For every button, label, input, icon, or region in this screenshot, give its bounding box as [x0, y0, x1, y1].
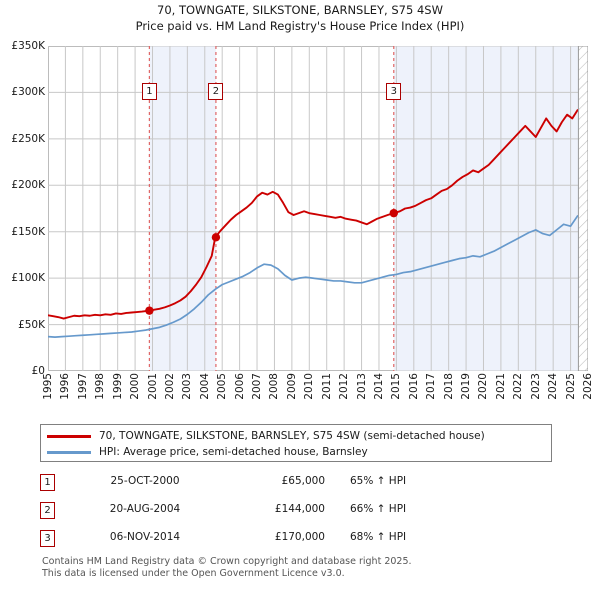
x-tick-label: 2016 [407, 373, 420, 400]
x-tick-label: 2024 [547, 373, 560, 400]
transaction-price: £65,000 [281, 475, 325, 487]
legend: 70, TOWNGATE, SILKSTONE, BARNSLEY, S75 4… [40, 424, 552, 462]
transaction-price: £170,000 [274, 531, 325, 543]
x-tick-label: 2010 [303, 373, 316, 400]
x-tick-label: 2025 [564, 373, 577, 400]
y-tick-label: £200K [11, 179, 45, 192]
x-tick-label: 2026 [582, 373, 594, 400]
transaction-date: 20-AUG-2004 [109, 503, 181, 515]
footer-line-1: Contains HM Land Registry data © Crown c… [42, 556, 412, 567]
x-tick-label: 2005 [216, 373, 229, 400]
y-tick-label: £300K [11, 86, 45, 99]
y-tick-label: £350K [11, 40, 45, 52]
legend-swatch-price-paid [47, 434, 91, 438]
transaction-hpi-delta: 66% ↑ HPI [350, 503, 407, 515]
plot-area: 1 2 3 [48, 46, 588, 371]
footer-line-2: This data is licensed under the Open Gov… [42, 567, 345, 579]
x-tick-label: 2003 [181, 373, 194, 400]
data-series [48, 109, 579, 338]
y-tick-label: £100K [11, 272, 45, 285]
legend-label-price-paid: 70, TOWNGATE, SILKSTONE, BARNSLEY, S75 4… [99, 430, 485, 442]
x-tick-label: 2019 [460, 373, 473, 400]
x-axis: 1995 1996 1997 1998 1999 2000 2001 2002 2003 2004… [42, 373, 594, 419]
x-tick-label: 1998 [94, 373, 107, 400]
x-tick-label: 2022 [512, 373, 525, 400]
y-tick-label: £0 [31, 365, 45, 377]
plot-marker-1[interactable]: 1 [141, 83, 157, 100]
status-badge: 1 [40, 474, 55, 491]
x-tick-label: 1996 [59, 373, 72, 400]
y-tick-label: £50K [18, 318, 45, 331]
x-tick-label: 2011 [320, 373, 333, 400]
x-tick-label: 2012 [338, 373, 351, 400]
legend-item-price-paid: 70, TOWNGATE, SILKSTONE, BARNSLEY, S75 4… [47, 429, 545, 443]
x-tick-label: 2023 [529, 373, 542, 400]
transaction-hpi-delta: 65% ↑ HPI [350, 475, 407, 487]
x-tick-label: 1997 [76, 373, 89, 400]
x-tick-label: 2020 [477, 373, 490, 400]
status-badge: 3 [40, 530, 55, 547]
x-tick-label: 2002 [163, 373, 176, 400]
x-tick-label: 2000 [129, 373, 142, 400]
transactions-table: 1 25-OCT-2000 £65,000 65% ↑ HPI 2 20-AUG… [40, 472, 552, 556]
status-badge: 2 [40, 502, 55, 519]
plot-canvas [48, 46, 588, 371]
legend-item-hpi: HPI: Average price, semi-detached house,… [47, 445, 545, 459]
x-tick-label: 2014 [372, 373, 385, 400]
transaction-dots [145, 208, 398, 315]
y-tick-label: £250K [11, 132, 45, 145]
x-tick-label: 2017 [425, 373, 438, 400]
x-tick-label: 2008 [268, 373, 281, 400]
y-tick-label: £150K [11, 225, 45, 238]
transaction-date: 06-NOV-2014 [109, 531, 181, 543]
x-tick-label: 2013 [355, 373, 368, 400]
table-row[interactable]: 2 20-AUG-2004 £144,000 66% ↑ HPI [40, 500, 552, 528]
x-tick-label: 2009 [285, 373, 298, 400]
plot-marker-2[interactable]: 2 [208, 83, 224, 100]
transaction-date: 25-OCT-2000 [110, 475, 180, 487]
title-line-2: Price paid vs. HM Land Registry's House … [135, 19, 465, 33]
title-line-1: 70, TOWNGATE, SILKSTONE, BARNSLEY, S75 4… [157, 3, 443, 17]
legend-swatch-hpi [47, 450, 91, 454]
table-row[interactable]: 1 25-OCT-2000 £65,000 65% ↑ HPI [40, 472, 552, 500]
attribution-footer: Contains HM Land Registry data © Crown c… [42, 556, 562, 579]
x-tick-label: 2015 [390, 373, 403, 400]
y-axis: £0 £50K £100K £150K £200K £250K £300K £350K [0, 40, 45, 377]
x-tick-label: 2018 [442, 373, 455, 400]
plot-marker-3[interactable]: 3 [386, 83, 402, 100]
legend-label-hpi: HPI: Average price, semi-detached house,… [99, 446, 368, 458]
hatched-future-band [577, 46, 588, 371]
transaction-price: £144,000 [274, 503, 325, 515]
x-tick-label: 2001 [146, 373, 159, 400]
page-title: 70, TOWNGATE, SILKSTONE, BARNSLEY, S75 4… [0, 2, 600, 34]
transaction-vertical-lines [148, 46, 395, 371]
table-row[interactable]: 3 06-NOV-2014 £170,000 68% ↑ HPI [40, 528, 552, 556]
x-tick-label: 1999 [111, 373, 124, 400]
x-tick-label: 1995 [42, 373, 54, 400]
x-tick-label: 2006 [233, 373, 246, 400]
transaction-hpi-delta: 68% ↑ HPI [350, 531, 407, 543]
x-tick-label: 2021 [494, 373, 507, 400]
x-tick-label: 2004 [198, 373, 211, 400]
x-tick-label: 2007 [251, 373, 264, 400]
gridlines [48, 46, 588, 371]
